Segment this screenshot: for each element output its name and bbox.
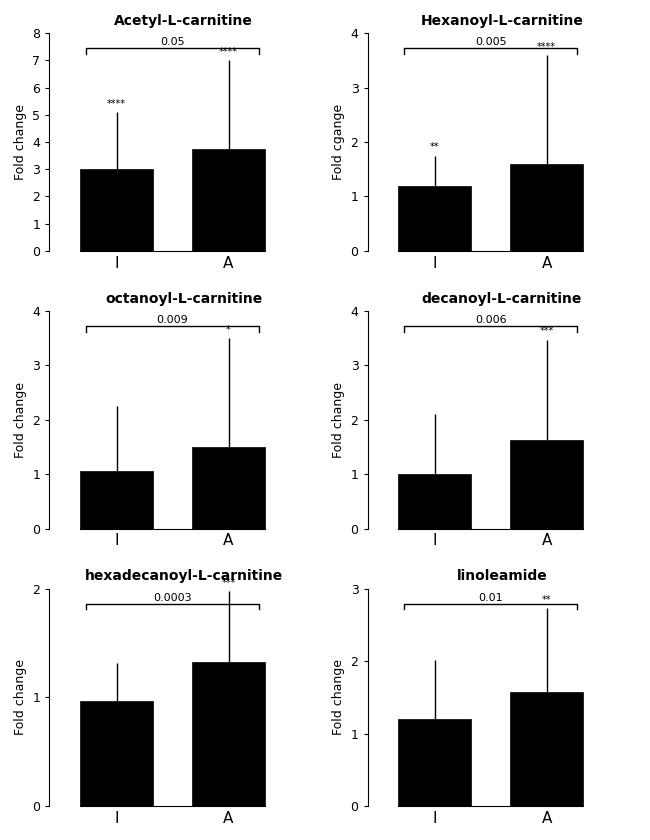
Y-axis label: Fold change: Fold change: [332, 659, 345, 736]
Text: 0.0003: 0.0003: [153, 593, 192, 603]
Text: ****: ****: [219, 47, 238, 57]
Text: 0.009: 0.009: [157, 315, 188, 325]
Text: ***: ***: [540, 327, 554, 337]
Bar: [510, 440, 583, 528]
Title: Acetyl-L-carnitine: Acetyl-L-carnitine: [114, 14, 254, 28]
Title: decanoyl-L-carnitine: decanoyl-L-carnitine: [422, 291, 582, 306]
Text: ***: ***: [222, 578, 236, 587]
Text: 0.005: 0.005: [474, 37, 506, 47]
Y-axis label: Fold change: Fold change: [14, 659, 27, 736]
Title: Hexanoyl-L-carnitine: Hexanoyl-L-carnitine: [421, 14, 583, 28]
Title: linoleamide: linoleamide: [456, 570, 547, 583]
Y-axis label: Fold change: Fold change: [14, 381, 27, 458]
Bar: [510, 691, 583, 806]
Text: ****: ****: [107, 99, 126, 109]
Bar: [510, 164, 583, 251]
Text: ****: ****: [537, 42, 556, 52]
Bar: [192, 662, 265, 806]
Bar: [398, 719, 471, 806]
Y-axis label: Fold change: Fold change: [14, 104, 27, 180]
Bar: [192, 149, 265, 251]
Text: *: *: [226, 325, 231, 335]
Text: 0.01: 0.01: [478, 593, 503, 603]
Bar: [80, 471, 153, 528]
Bar: [80, 169, 153, 251]
Y-axis label: Fold cgange: Fold cgange: [332, 104, 345, 180]
Text: **: **: [542, 595, 551, 605]
Title: hexadecanoyl-L-carnitine: hexadecanoyl-L-carnitine: [84, 570, 283, 583]
Bar: [80, 701, 153, 806]
Bar: [192, 447, 265, 528]
Text: **: **: [430, 143, 439, 152]
Title: octanoyl-L-carnitine: octanoyl-L-carnitine: [105, 291, 263, 306]
Y-axis label: Fold change: Fold change: [332, 381, 345, 458]
Text: 0.05: 0.05: [161, 37, 185, 47]
Bar: [398, 186, 471, 251]
Text: 0.006: 0.006: [474, 315, 506, 325]
Bar: [398, 474, 471, 528]
